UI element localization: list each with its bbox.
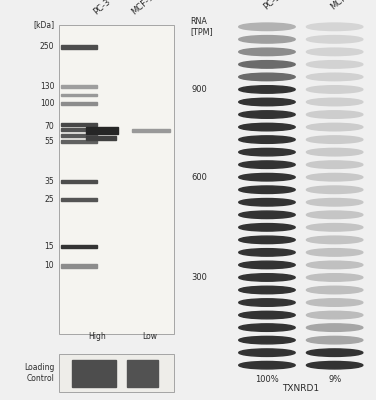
Ellipse shape [306,274,363,281]
Ellipse shape [306,61,363,68]
Bar [61,45,97,48]
Ellipse shape [306,249,363,256]
Ellipse shape [239,148,295,156]
Ellipse shape [306,236,363,244]
Ellipse shape [239,48,295,56]
Ellipse shape [239,161,295,168]
Ellipse shape [306,324,363,331]
Ellipse shape [306,123,363,131]
Ellipse shape [239,211,295,218]
Bar [59,25,174,334]
Bar [61,264,97,268]
Ellipse shape [239,261,295,269]
Ellipse shape [239,198,295,206]
Ellipse shape [239,286,295,294]
Text: MCF-7: MCF-7 [130,0,156,17]
Ellipse shape [306,362,363,369]
Bar [86,127,118,134]
Text: 100%: 100% [255,375,279,384]
Ellipse shape [306,73,363,81]
Text: 15: 15 [45,242,54,250]
Ellipse shape [239,349,295,356]
Bar [61,123,97,126]
Ellipse shape [239,174,295,181]
Ellipse shape [239,61,295,68]
Text: PC-3: PC-3 [92,0,112,17]
Bar [61,198,97,201]
Ellipse shape [239,111,295,118]
Bar [132,129,170,132]
Ellipse shape [239,236,295,244]
Bar [127,360,158,387]
Text: 70: 70 [44,122,54,131]
Bar [61,94,97,96]
Ellipse shape [239,136,295,143]
Ellipse shape [239,249,295,256]
Ellipse shape [306,336,363,344]
Text: High: High [89,332,106,341]
Text: 600: 600 [191,173,207,182]
Ellipse shape [239,123,295,131]
Ellipse shape [306,161,363,168]
Ellipse shape [306,136,363,143]
Text: Loading
Control: Loading Control [24,363,54,383]
Ellipse shape [239,311,295,319]
Ellipse shape [306,148,363,156]
Bar [61,128,97,131]
Ellipse shape [306,48,363,56]
Ellipse shape [239,23,295,30]
Text: 300: 300 [191,273,207,282]
Ellipse shape [306,349,363,356]
Bar [61,180,97,183]
Bar [61,102,97,105]
Ellipse shape [239,36,295,43]
Ellipse shape [306,174,363,181]
Ellipse shape [306,23,363,30]
Text: PC-3: PC-3 [261,0,282,12]
Text: 100: 100 [40,99,54,108]
Ellipse shape [306,211,363,218]
Text: 55: 55 [44,137,54,146]
Ellipse shape [239,336,295,344]
Ellipse shape [239,299,295,306]
Text: 900: 900 [191,85,207,94]
Ellipse shape [306,299,363,306]
Ellipse shape [306,36,363,43]
Ellipse shape [306,98,363,106]
Text: 130: 130 [40,82,54,91]
Ellipse shape [306,186,363,194]
Ellipse shape [239,86,295,93]
Ellipse shape [306,86,363,93]
Ellipse shape [306,311,363,319]
Text: TXNRD1: TXNRD1 [282,384,319,393]
Bar [72,360,116,387]
Ellipse shape [306,111,363,118]
Text: 9%: 9% [328,375,341,384]
Text: [kDa]: [kDa] [33,20,54,29]
Text: RNA
[TPM]: RNA [TPM] [190,17,213,36]
Bar [86,136,117,140]
Bar [61,85,97,88]
Text: MCF-7: MCF-7 [329,0,355,12]
Text: 35: 35 [44,177,54,186]
Text: 10: 10 [45,262,54,270]
Ellipse shape [306,286,363,294]
Text: Low: Low [142,332,157,341]
Ellipse shape [306,261,363,269]
Ellipse shape [239,73,295,81]
Ellipse shape [306,198,363,206]
Ellipse shape [239,362,295,369]
Ellipse shape [239,186,295,194]
Ellipse shape [239,324,295,331]
Text: 250: 250 [40,42,54,51]
Text: 25: 25 [45,195,54,204]
Bar [61,244,97,248]
Ellipse shape [239,98,295,106]
Ellipse shape [239,274,295,281]
Ellipse shape [239,224,295,231]
Bar [61,134,97,137]
Bar [59,354,174,392]
Bar [61,140,97,143]
Ellipse shape [306,224,363,231]
